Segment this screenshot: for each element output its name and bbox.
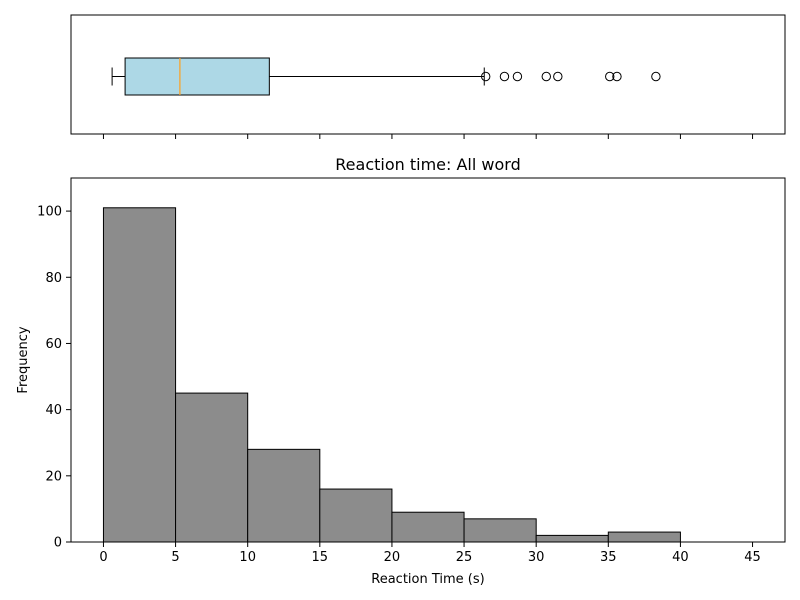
outlier-point bbox=[499, 71, 510, 82]
x-tick-label: 10 bbox=[239, 550, 256, 565]
outlier-point bbox=[605, 71, 615, 82]
boxplot-frame bbox=[70, 14, 786, 135]
boxplot-x-ticks bbox=[102, 134, 754, 139]
x-tick-label: 40 bbox=[672, 550, 689, 565]
x-tick-label: 30 bbox=[528, 550, 545, 565]
x-tick-label: 35 bbox=[600, 550, 617, 565]
interquartile-box bbox=[124, 57, 270, 96]
x-tick-label: 0 bbox=[99, 550, 107, 565]
y-tick-label: 20 bbox=[45, 469, 62, 484]
histogram-bars bbox=[102, 207, 681, 543]
x-tick-label: 25 bbox=[456, 550, 473, 565]
histogram-bar bbox=[463, 518, 537, 543]
boxplot-panel bbox=[70, 14, 786, 139]
outlier-point bbox=[480, 71, 491, 82]
y-tick-label: 0 bbox=[54, 536, 62, 551]
x-axis-label: Reaction Time (s) bbox=[371, 572, 484, 587]
histogram-bar bbox=[391, 511, 465, 543]
y-tick-label: 100 bbox=[37, 205, 62, 220]
histogram-bar bbox=[247, 448, 321, 543]
boxplot-marks bbox=[111, 57, 661, 96]
y-axis-label: Frequency bbox=[16, 326, 31, 393]
histogram-bar bbox=[607, 531, 681, 543]
outlier-point bbox=[612, 71, 622, 82]
outlier-point bbox=[512, 71, 523, 82]
outlier-point bbox=[651, 71, 661, 82]
histogram-bar bbox=[175, 392, 249, 543]
histogram-x-axis: 0 5 10 15 20 25 30 35 40 45 bbox=[99, 542, 761, 565]
outlier-point bbox=[553, 71, 563, 82]
histogram-bar bbox=[535, 534, 609, 543]
y-tick-label: 40 bbox=[45, 403, 62, 418]
outlier-point bbox=[541, 71, 551, 82]
histogram-frame bbox=[70, 177, 786, 543]
histogram-bar bbox=[102, 207, 177, 543]
x-tick-label: 5 bbox=[171, 550, 179, 565]
histogram-bar bbox=[319, 488, 393, 543]
x-tick-label: 15 bbox=[312, 550, 329, 565]
x-tick-label: 20 bbox=[384, 550, 401, 565]
histogram-y-axis: 0 20 40 60 80 100 bbox=[37, 205, 71, 551]
y-tick-label: 80 bbox=[45, 271, 62, 286]
x-tick-label: 45 bbox=[744, 550, 761, 565]
histogram-title: Reaction time: All word bbox=[335, 155, 520, 174]
y-tick-label: 60 bbox=[45, 337, 62, 352]
histogram-panel: Reaction time: All word 0 5 10 15 20 25 30 35 40… bbox=[16, 155, 786, 587]
